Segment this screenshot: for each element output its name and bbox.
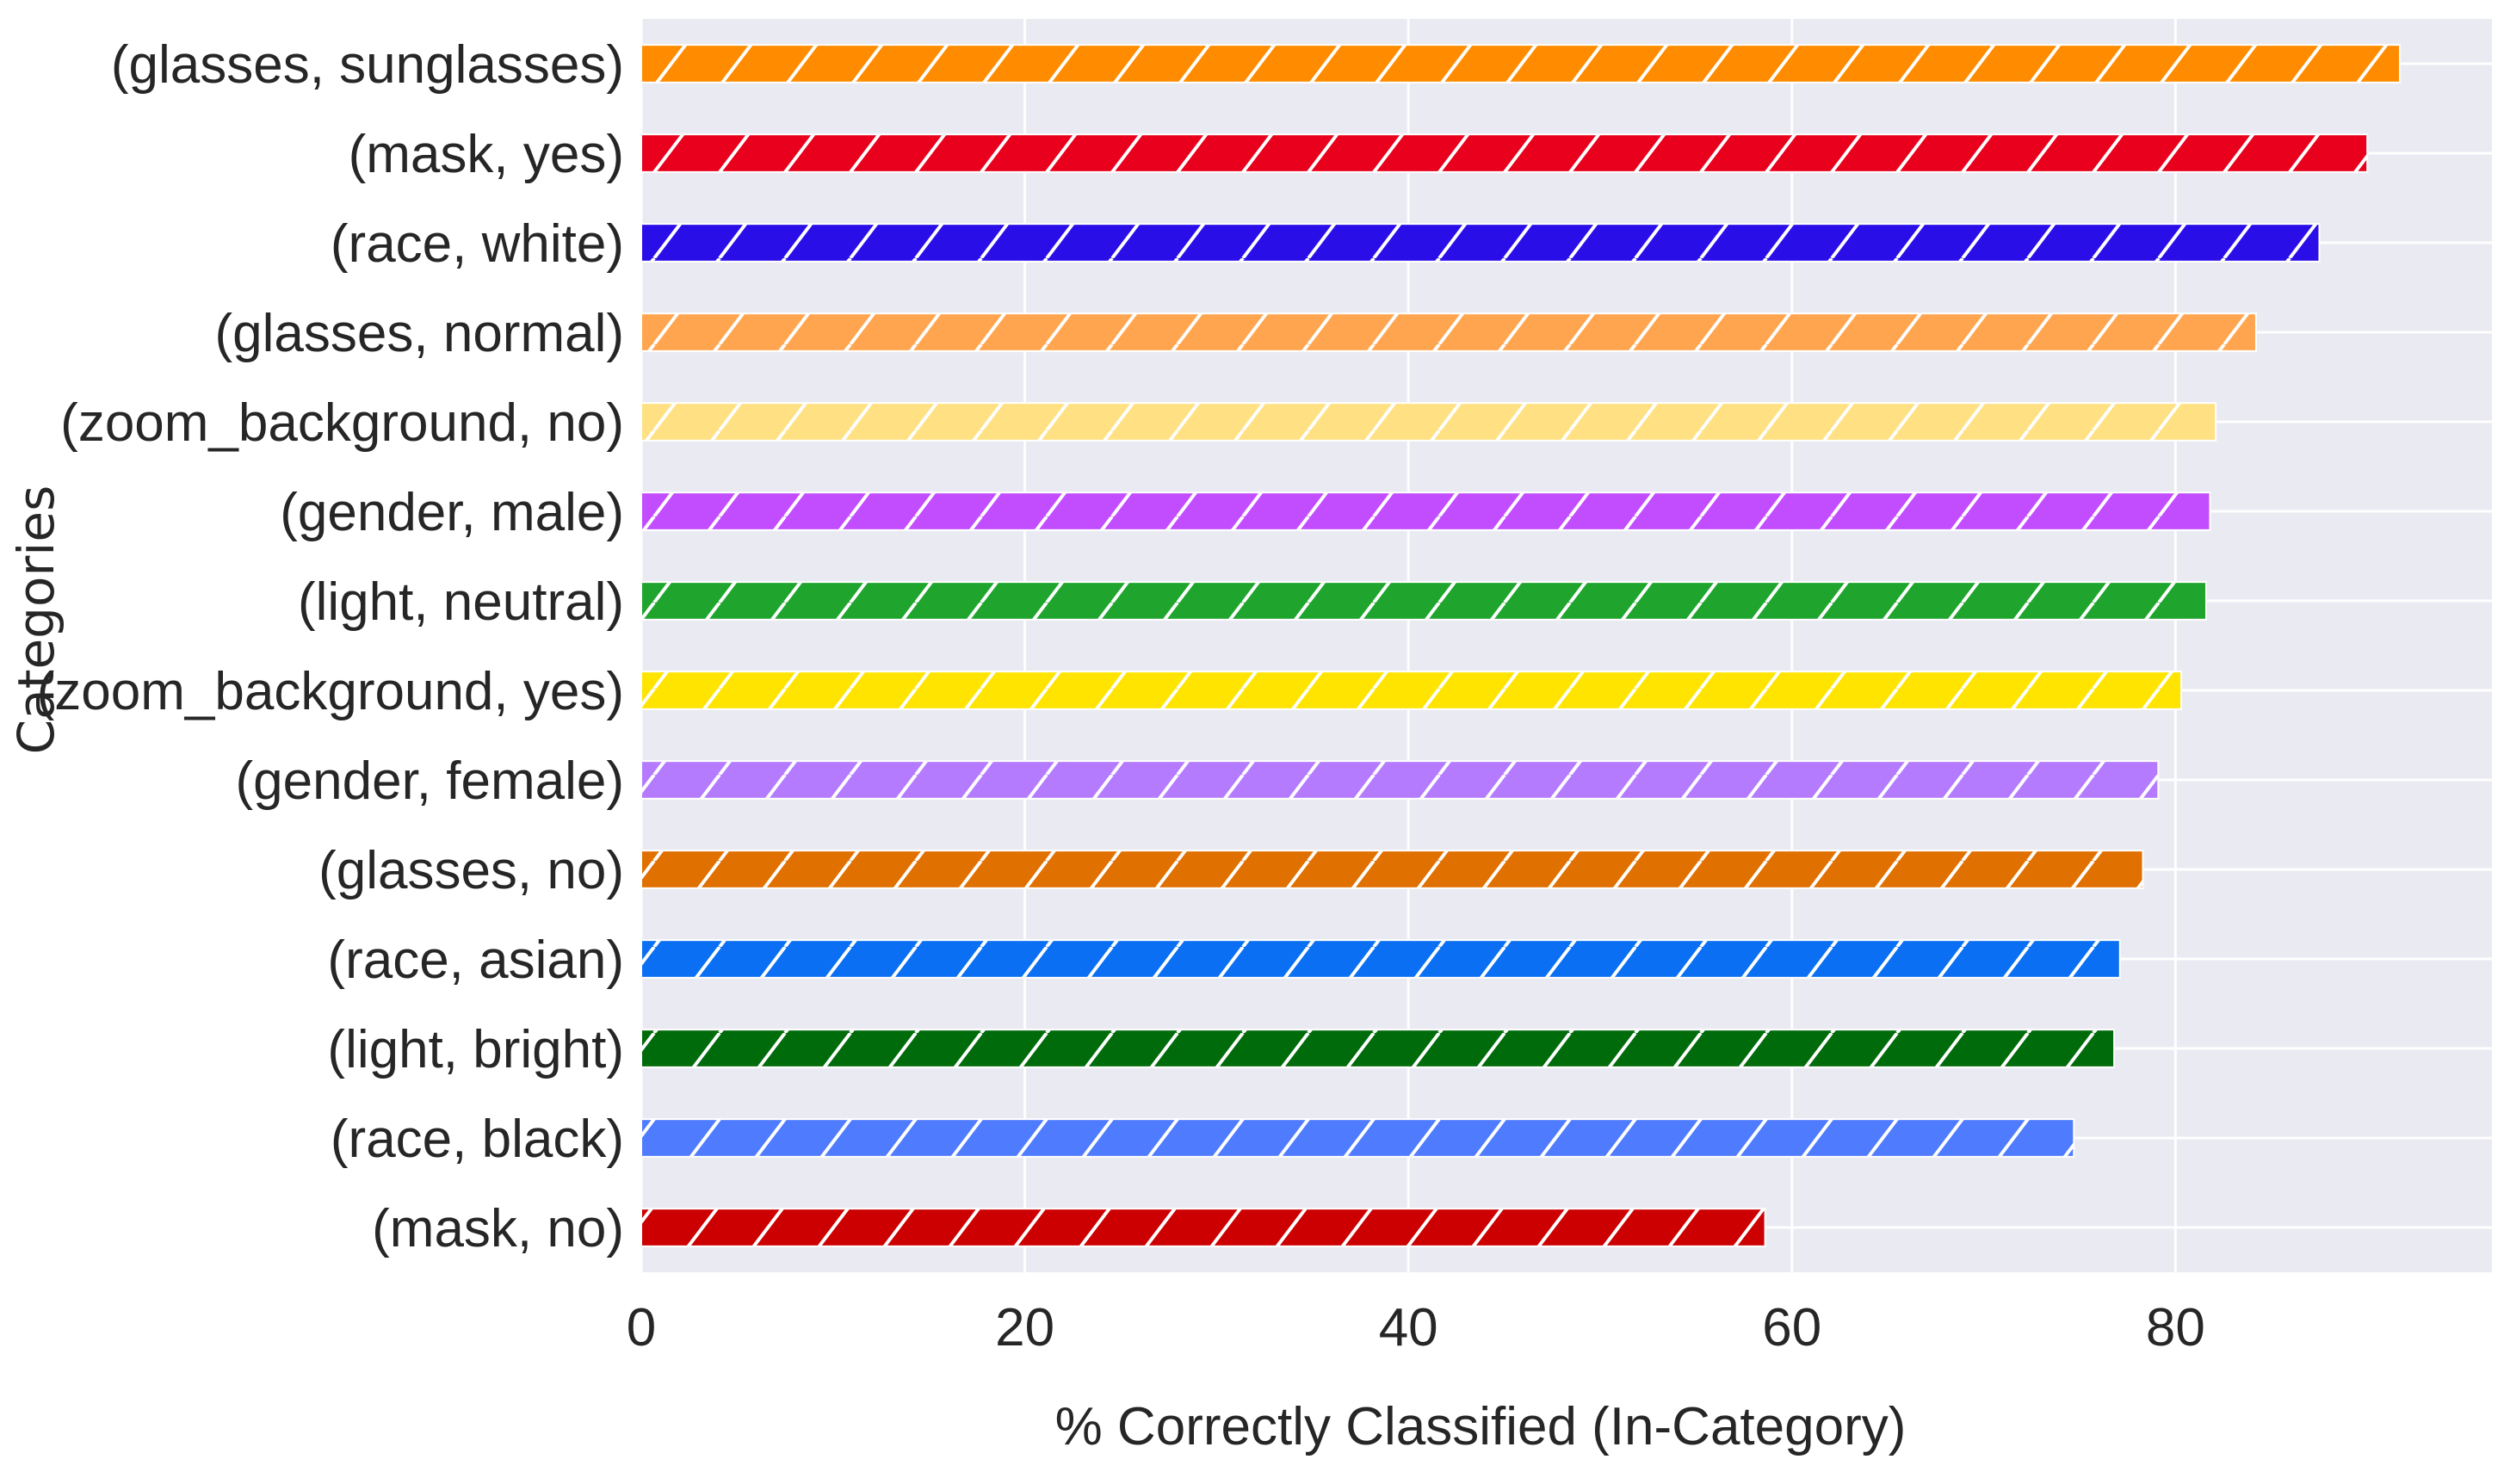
bar	[640, 671, 2183, 710]
x-tick-label: 40	[1379, 1298, 1438, 1357]
bar	[640, 133, 2369, 173]
x-tick-label: 80	[2146, 1298, 2205, 1357]
bar	[640, 939, 2121, 979]
bar-hatch	[641, 1030, 2115, 1067]
category-label: (race, asian)	[327, 931, 624, 990]
bars	[640, 44, 2402, 1247]
x-axis-title: % Correctly Classified (In-Category)	[1055, 1397, 1907, 1456]
bar	[640, 760, 2160, 800]
x-tick-label: 0	[627, 1298, 656, 1357]
bar-hatch	[641, 134, 2368, 172]
category-label: (gender, male)	[280, 483, 624, 542]
bar	[640, 850, 2144, 889]
bar	[640, 402, 2217, 442]
bar-hatch	[641, 671, 2182, 709]
category-label: (zoom_background, no)	[60, 393, 624, 453]
bar	[640, 223, 2321, 263]
category-labels: (glasses, sunglasses) (mask, yes) (race, w…	[37, 35, 624, 1258]
bar	[640, 492, 2211, 531]
bar-hatch	[641, 313, 2256, 351]
bar-hatch	[641, 582, 2207, 620]
bar-hatch	[641, 1209, 1765, 1246]
bar-hatch	[641, 940, 2120, 978]
category-label: (zoom_background, yes)	[37, 662, 624, 721]
x-tick-labels: 0 20 40 60 80	[627, 1298, 2205, 1357]
x-tick-label: 20	[995, 1298, 1054, 1357]
category-label: (glasses, no)	[318, 841, 624, 900]
category-label: (mask, no)	[372, 1199, 624, 1258]
category-label: (gender, female)	[236, 751, 624, 811]
bar-hatch	[641, 1119, 2074, 1157]
bar-hatch	[641, 492, 2210, 530]
bar	[640, 581, 2208, 621]
bar	[640, 44, 2402, 83]
category-label: (mask, yes)	[349, 125, 624, 184]
category-label: (race, black)	[331, 1110, 624, 1169]
category-label: (race, white)	[331, 214, 624, 274]
bar-hatch	[641, 850, 2143, 888]
bar	[640, 1118, 2075, 1158]
bar-hatch	[641, 403, 2216, 441]
category-label: (light, bright)	[327, 1020, 624, 1079]
category-label: (glasses, sunglasses)	[111, 35, 624, 95]
bar-hatch	[641, 45, 2401, 83]
category-label: (light, neutral)	[298, 572, 624, 632]
x-tick-label: 60	[1762, 1298, 1821, 1357]
bar	[640, 1208, 1766, 1247]
bar	[640, 1029, 2116, 1068]
bar-hatch	[641, 224, 2320, 262]
bar	[640, 312, 2257, 352]
category-label: (glasses, normal)	[215, 304, 624, 363]
plot-area	[641, 19, 2492, 1272]
bar-hatch	[641, 761, 2159, 799]
y-axis-title: Categories	[7, 485, 65, 755]
